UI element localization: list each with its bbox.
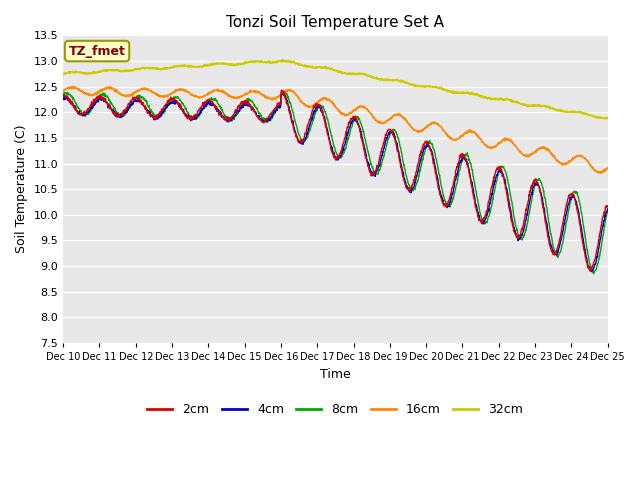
16cm	[604, 166, 612, 171]
8cm	[420, 151, 428, 157]
2cm	[241, 100, 249, 106]
32cm	[540, 103, 547, 109]
8cm	[60, 92, 67, 98]
16cm	[60, 88, 67, 94]
32cm	[420, 84, 428, 89]
8cm	[540, 189, 547, 194]
32cm	[180, 63, 188, 69]
2cm	[604, 203, 612, 209]
Line: 8cm: 8cm	[63, 92, 608, 274]
32cm	[241, 60, 249, 66]
32cm	[604, 115, 612, 121]
Title: Tonzi Soil Temperature Set A: Tonzi Soil Temperature Set A	[227, 15, 444, 30]
8cm	[242, 98, 250, 104]
2cm	[60, 91, 67, 97]
Y-axis label: Soil Temperature (C): Soil Temperature (C)	[15, 125, 28, 253]
8cm	[168, 96, 175, 102]
16cm	[242, 90, 250, 96]
2cm	[420, 142, 428, 148]
Text: TZ_fmet: TZ_fmet	[68, 45, 125, 58]
4cm	[167, 99, 175, 105]
16cm	[70, 84, 77, 89]
Line: 4cm: 4cm	[63, 93, 608, 272]
4cm	[492, 176, 499, 181]
Line: 16cm: 16cm	[63, 86, 608, 173]
2cm	[540, 204, 547, 210]
4cm	[604, 206, 612, 212]
4cm	[420, 146, 428, 152]
16cm	[420, 126, 428, 132]
16cm	[168, 91, 175, 96]
4cm	[540, 201, 547, 207]
4cm	[60, 95, 67, 101]
4cm	[180, 110, 188, 116]
32cm	[601, 116, 609, 121]
16cm	[596, 170, 604, 176]
2cm	[587, 267, 595, 273]
32cm	[167, 65, 175, 71]
X-axis label: Time: Time	[320, 368, 351, 381]
2cm	[278, 87, 285, 93]
8cm	[590, 271, 598, 276]
4cm	[241, 101, 249, 107]
16cm	[180, 87, 188, 93]
2cm	[180, 109, 188, 115]
8cm	[492, 183, 499, 189]
8cm	[63, 89, 71, 95]
32cm	[492, 96, 499, 101]
2cm	[492, 170, 499, 176]
16cm	[492, 144, 499, 149]
Legend: 2cm, 4cm, 8cm, 16cm, 32cm: 2cm, 4cm, 8cm, 16cm, 32cm	[143, 398, 529, 421]
4cm	[279, 90, 287, 96]
4cm	[588, 269, 596, 275]
8cm	[604, 209, 612, 215]
2cm	[167, 96, 175, 102]
32cm	[278, 57, 286, 63]
32cm	[60, 72, 67, 77]
16cm	[540, 145, 547, 151]
Line: 2cm: 2cm	[63, 90, 608, 270]
8cm	[180, 103, 188, 109]
Line: 32cm: 32cm	[63, 60, 608, 119]
